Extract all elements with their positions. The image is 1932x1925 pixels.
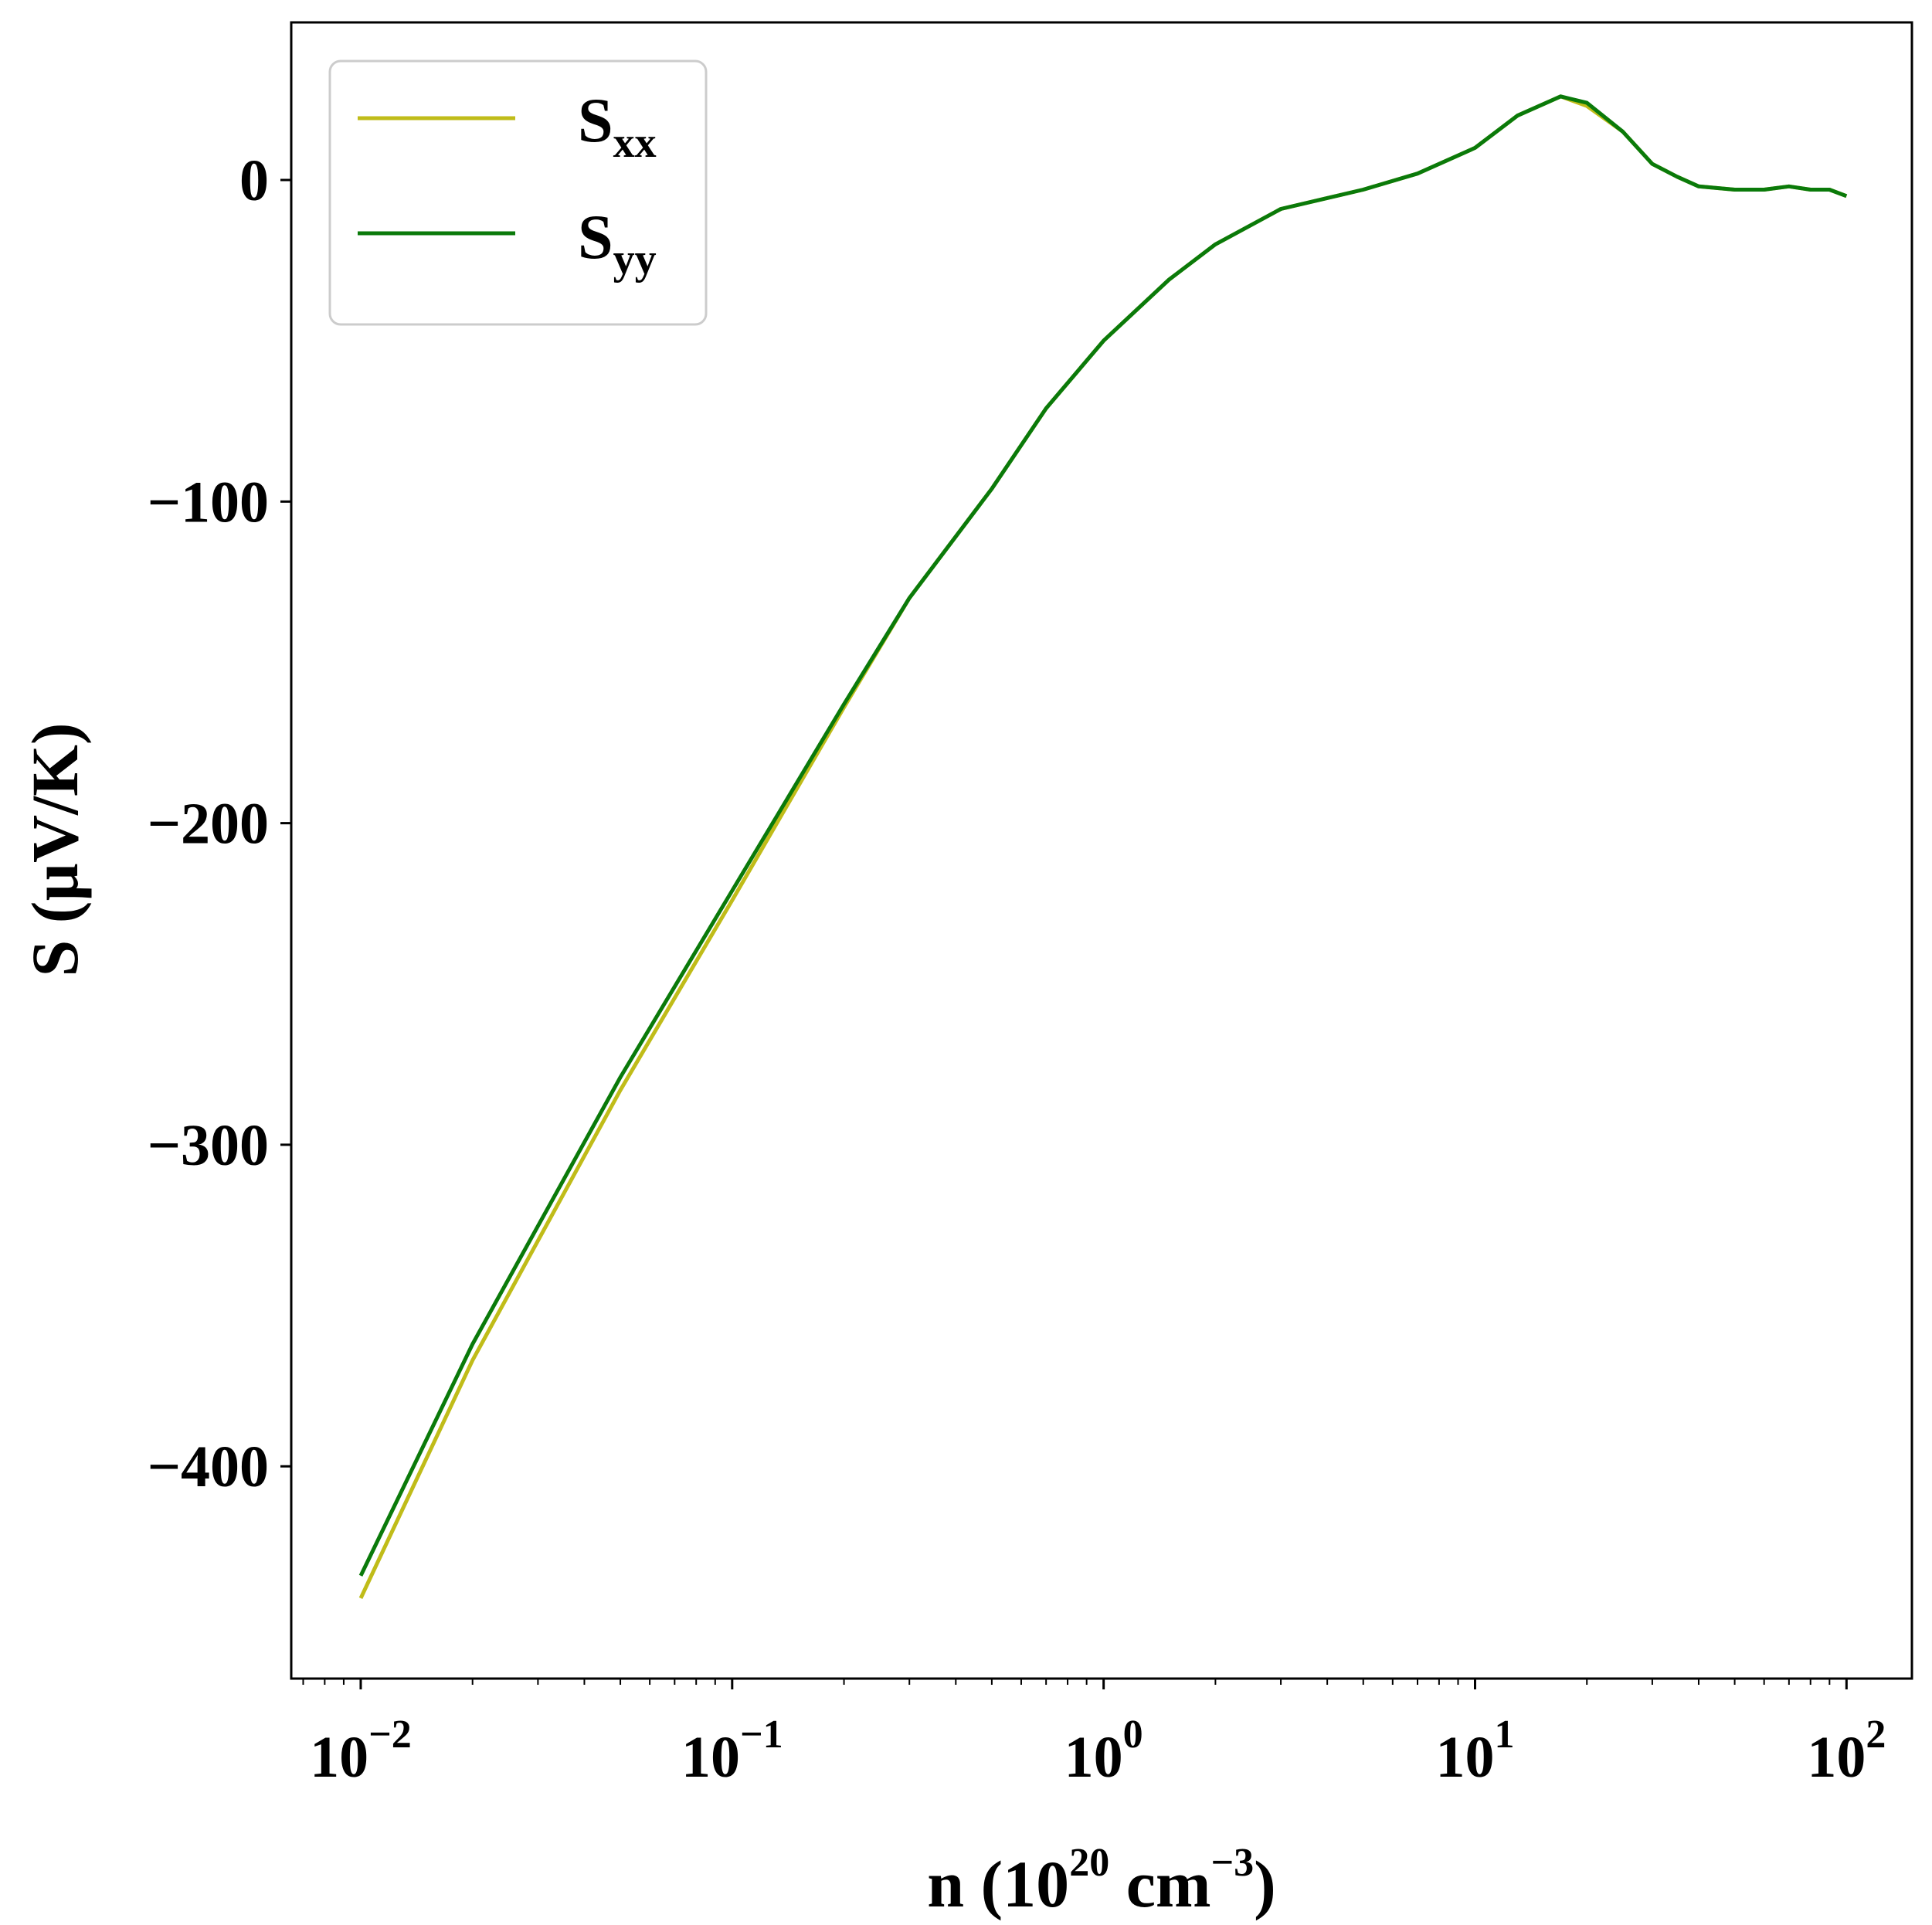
y-tick-label: −100: [148, 470, 269, 535]
x-tick-label: 102: [1807, 1713, 1886, 1790]
legend-label-syy-base: S: [578, 202, 613, 272]
x-axis-label-end: ): [1254, 1847, 1276, 1921]
x-axis-label-mid: cm: [1109, 1847, 1210, 1921]
x-tick-label: 10−1: [681, 1713, 783, 1790]
x-tick-label: 100: [1064, 1713, 1143, 1790]
legend-label-sxx: Sxx: [578, 85, 657, 167]
y-tick-label: −200: [148, 792, 269, 857]
y-axis-label: S (µV/K): [18, 722, 92, 976]
legend-label-sxx-sub: xx: [613, 119, 657, 167]
y-tick-label: −300: [148, 1113, 269, 1178]
legend-label-syy-sub: yy: [613, 236, 657, 283]
x-axis-label-base: n (10: [927, 1847, 1069, 1921]
y-tick-label: −400: [148, 1434, 269, 1499]
axis-ticks: 10−2 10−1 100 101 102 0 −100 −200 −300 −400: [148, 148, 1886, 1790]
x-tick-label: 101: [1435, 1713, 1514, 1790]
legend-box: [328, 59, 708, 326]
legend: Sxx Syy: [328, 59, 708, 326]
series-line-yy: [358, 94, 1848, 1577]
x-tick-label: 10−2: [310, 1713, 412, 1790]
x-axis-label-sup2: −3: [1211, 1841, 1255, 1885]
series-lines: [358, 94, 1848, 1599]
x-axis-label-sup1: 20: [1069, 1841, 1109, 1885]
x-axis-label: n (1020 cm−3): [927, 1841, 1276, 1921]
y-tick-label: 0: [239, 148, 269, 213]
legend-label-syy: Syy: [578, 202, 657, 283]
legend-label-sxx-base: S: [578, 85, 613, 155]
